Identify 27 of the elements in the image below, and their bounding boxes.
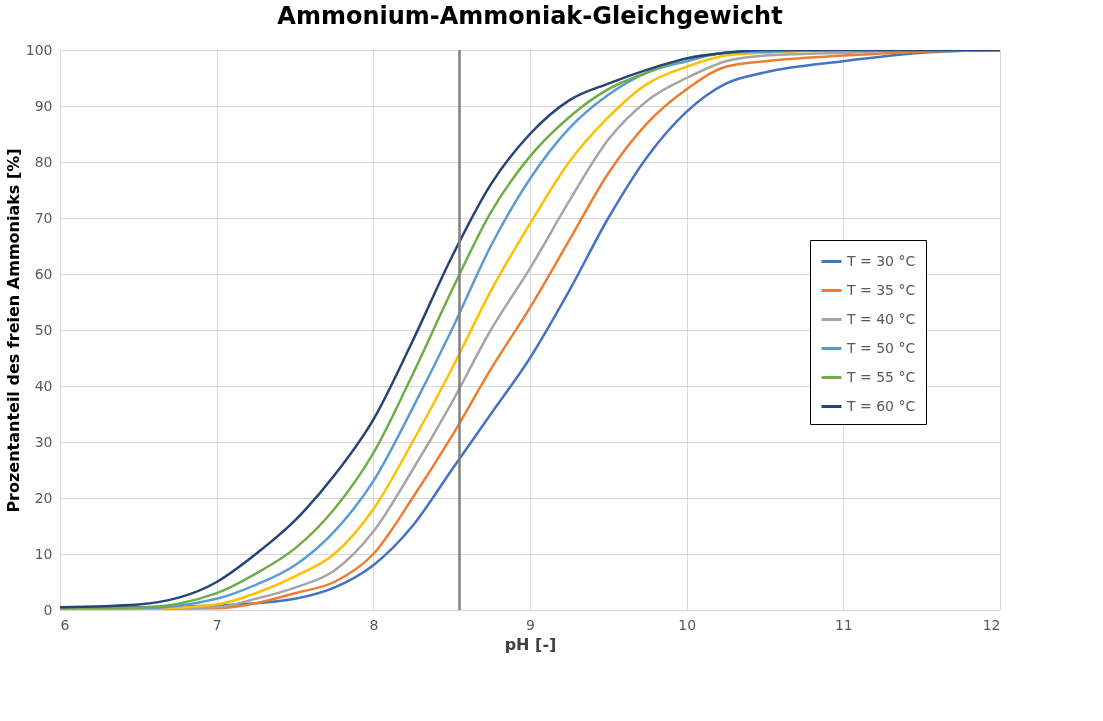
- legend-label: T = 50 °C: [846, 339, 916, 356]
- x-tick-label: 12: [982, 616, 1001, 633]
- y-tick-label: 100: [25, 41, 53, 58]
- x-tick-label: 8: [369, 616, 379, 633]
- x-tick-label: 7: [212, 616, 222, 633]
- legend-label: T = 35 °C: [846, 281, 916, 298]
- legend-label: T = 60 °C: [846, 397, 916, 414]
- x-tick-label: 10: [678, 616, 697, 633]
- y-tick-label: 10: [34, 545, 53, 562]
- x-tick-label: 9: [526, 616, 535, 633]
- y-tick-label: 70: [34, 209, 53, 226]
- x-tick-label: 11: [834, 616, 853, 633]
- y-tick-label: 0: [43, 601, 53, 618]
- y-tick-label: 50: [34, 321, 53, 338]
- y-tick-label: 90: [34, 97, 53, 114]
- x-tick-label: 6: [60, 616, 70, 633]
- legend-label: T = 55 °C: [846, 368, 916, 385]
- y-tick-label: 60: [34, 265, 53, 282]
- y-tick-label: 40: [34, 377, 53, 394]
- y-tick-label: 30: [34, 433, 53, 450]
- legend-label: T = 30 °C: [846, 252, 916, 269]
- x-axis-title: pH [-]: [504, 634, 557, 654]
- chart-title: Ammonium-Ammoniak-Gleichgewicht: [277, 2, 783, 30]
- y-tick-label: 20: [34, 489, 53, 506]
- y-tick-label: 80: [34, 153, 53, 170]
- y-axis-title: Prozentanteil des freien Ammoniaks [%]: [3, 148, 23, 513]
- legend-label: T = 40 °C: [846, 310, 916, 327]
